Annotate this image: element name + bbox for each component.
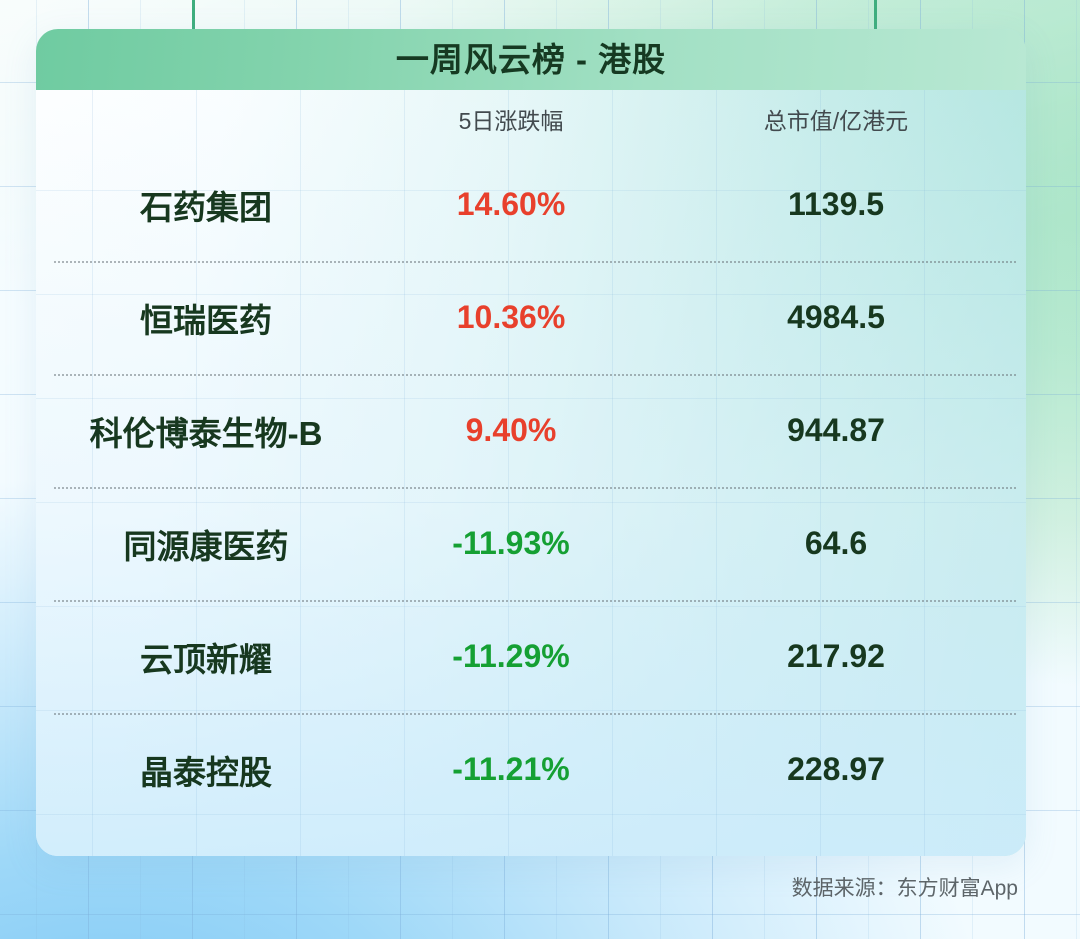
ranking-card: 一周风云榜 - 港股 5日涨跌幅 总市值/亿港元 石药集团 14.60% 113… <box>36 29 1026 856</box>
table-row[interactable]: 同源康医药 -11.93% 64.6 <box>36 487 1026 600</box>
page-title: 一周风云榜 - 港股 <box>395 41 667 78</box>
market-cap: 4984.5 <box>787 299 885 335</box>
table-rows: 石药集团 14.60% 1139.5 恒瑞医药 10.36% 4984.5 科伦… <box>36 148 1026 826</box>
change-percent: 9.40% <box>465 412 557 448</box>
table-row[interactable]: 晶泰控股 -11.21% 228.97 <box>36 713 1026 826</box>
stock-name: 云顶新耀 <box>140 640 272 678</box>
table-row[interactable]: 石药集团 14.60% 1139.5 <box>36 148 1026 261</box>
pendant-wire <box>874 0 877 45</box>
card-header: 一周风云榜 - 港股 <box>36 29 1026 90</box>
table-row[interactable]: 科伦博泰生物-B 9.40% 944.87 <box>36 374 1026 487</box>
market-cap: 944.87 <box>787 412 885 448</box>
table-row[interactable]: 恒瑞医药 10.36% 4984.5 <box>36 261 1026 374</box>
table-row[interactable]: 云顶新耀 -11.29% 217.92 <box>36 600 1026 713</box>
stock-name: 石药集团 <box>140 188 272 226</box>
market-cap: 1139.5 <box>787 186 885 222</box>
stock-name: 科伦博泰生物-B <box>89 414 323 452</box>
stock-name: 恒瑞医药 <box>140 301 272 339</box>
column-header-market-cap: 总市值/亿港元 <box>763 108 909 134</box>
market-cap: 217.92 <box>787 638 885 674</box>
data-source-label: 数据来源：东方财富App <box>791 877 1018 900</box>
column-header-change: 5日涨跌幅 <box>458 108 564 134</box>
change-percent: -11.29% <box>452 638 570 674</box>
market-cap: 228.97 <box>787 751 885 787</box>
stock-name: 晶泰控股 <box>140 753 272 791</box>
change-percent: -11.21% <box>452 751 570 787</box>
card-background <box>36 29 1026 856</box>
stock-name: 同源康医药 <box>123 527 289 565</box>
table-column-headers: 5日涨跌幅 总市值/亿港元 <box>36 90 1026 148</box>
change-percent: -11.93% <box>452 525 570 561</box>
change-percent: 10.36% <box>456 299 566 335</box>
pendant-wire <box>192 0 195 47</box>
ranking-table: 5日涨跌幅 总市值/亿港元 石药集团 14.60% 1139.5 恒瑞医药 10… <box>36 90 1026 856</box>
change-percent: 14.60% <box>456 186 566 222</box>
market-cap: 64.6 <box>804 525 868 561</box>
